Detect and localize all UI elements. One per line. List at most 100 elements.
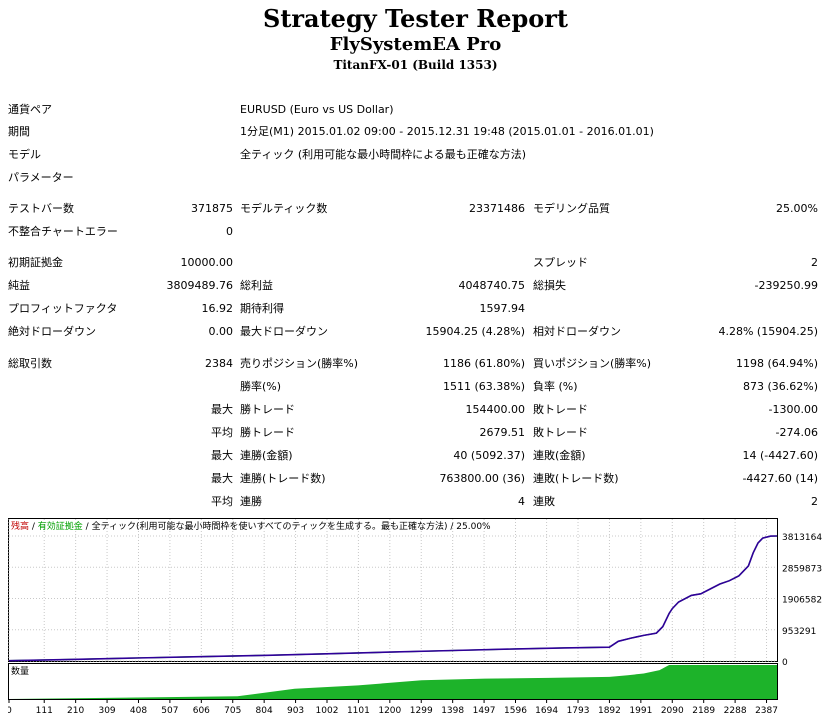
y-tick-label: 1906582 (782, 596, 822, 606)
rel-drawdown-value: 4.28% (15904.25) (718, 325, 818, 338)
volume-label: 数量 (11, 665, 29, 677)
largest-win-label: 勝トレード (240, 403, 295, 416)
gross-profit-label: 総利益 (240, 279, 273, 292)
model-value: 全ティック (利用可能な最小時間枠による最も正確な方法) (240, 148, 527, 161)
balance-series-line (8, 535, 778, 662)
x-tick-label: 2189 (692, 706, 715, 716)
chart-legend: 残高 / 有効証拠金 / 全ティック(利用可能な最小時間枠を使いすべてのティック… (11, 520, 491, 532)
legend-equity: 有効証拠金 (38, 520, 83, 532)
net-profit-label: 純益 (8, 279, 30, 292)
balance-chart: 残高 / 有効証拠金 / 全ティック(利用可能な最小時間枠を使いすべてのティック… (8, 518, 824, 716)
max-consec-loss-label: 連敗(トレード数) (533, 472, 619, 485)
x-tick-label: 804 (256, 706, 273, 716)
loss-rate-label: 負率 (%) (533, 380, 578, 393)
test-bars-value: 371875 (191, 202, 233, 215)
avg-consec-losses-label: 連敗 (533, 495, 555, 508)
win-rate-value: 1511 (63.38%) (442, 380, 525, 393)
avg-label-2: 平均 (211, 495, 233, 508)
max-drawdown-value: 15904.25 (4.28%) (425, 325, 525, 338)
rel-drawdown-label: 相対ドローダウン (533, 325, 621, 338)
y-tick-label: 2859873 (782, 564, 822, 574)
long-positions-label: 買いポジション(勝率%) (533, 357, 652, 370)
max-consec-wins-label: 連勝(金額) (240, 449, 293, 462)
x-tick-label: 2288 (724, 706, 747, 716)
avg-win-label: 勝トレード (240, 426, 295, 439)
model-quality-label: モデリング品質 (533, 202, 610, 215)
spread-label: スプレッド (533, 256, 588, 269)
x-tick-label: 210 (67, 706, 84, 716)
x-tick-label: 1793 (567, 706, 590, 716)
model-ticks-value: 23371486 (469, 202, 525, 215)
total-trades-value: 2384 (205, 357, 233, 370)
win-rate-label: 勝率(%) (240, 380, 282, 393)
avg-consec-wins-label: 連勝 (240, 495, 262, 508)
legend-quality: / 25.00% (448, 522, 492, 532)
x-tick-label: 0 (8, 706, 12, 716)
x-tick-label: 705 (224, 706, 241, 716)
pair-value: EURUSD (Euro vs US Dollar) (240, 103, 394, 116)
model-ticks-label: モデルティック数 (240, 202, 328, 215)
x-tick-label: 1299 (410, 706, 433, 716)
largest-loss-value: -1300.00 (768, 403, 818, 416)
avg-label: 平均 (211, 426, 233, 439)
mismatch-value: 0 (226, 225, 233, 238)
x-tick-label: 1398 (441, 706, 464, 716)
largest-loss-label: 敗トレード (533, 403, 588, 416)
total-trades-label: 総取引数 (8, 357, 52, 370)
volume-area (9, 665, 777, 699)
initial-deposit-value: 10000.00 (180, 256, 234, 269)
gross-loss-value: -239250.99 (754, 279, 818, 292)
max-consec-wins-value: 40 (5092.37) (453, 449, 525, 462)
period-value: 1分足(M1) 2015.01.02 09:00 - 2015.12.31 19… (240, 125, 654, 138)
x-tick-label: 309 (98, 706, 115, 716)
gross-profit-value: 4048740.75 (458, 279, 525, 292)
max-label: 最大 (211, 403, 233, 416)
avg-consec-wins-value: 4 (518, 495, 525, 508)
x-tick-label: 903 (287, 706, 304, 716)
mismatch-label: 不整合チャートエラー (8, 225, 118, 238)
x-tick-label: 507 (161, 706, 178, 716)
model-label: モデル (8, 148, 41, 161)
x-tick-label: 1101 (347, 706, 370, 716)
y-tick-label: 953291 (782, 627, 816, 637)
loss-rate-value: 873 (36.62%) (742, 380, 818, 393)
spread-value: 2 (811, 256, 818, 269)
max-consec-profit-value: 763800.00 (36) (439, 472, 525, 485)
profit-factor-value: 16.92 (201, 302, 234, 315)
profit-factor-label: プロフィットファクタ (8, 302, 118, 315)
short-positions-value: 1186 (61.80%) (442, 357, 525, 370)
gross-loss-label: 総損失 (533, 279, 566, 292)
x-tick-label: 1892 (598, 706, 621, 716)
short-positions-label: 売りポジション(勝率%) (240, 357, 359, 370)
largest-win-value: 154400.00 (465, 403, 526, 416)
legend-model: 全ティック(利用可能な最小時間枠を使いすべてのティックを生成する。最も正確な方法… (92, 520, 448, 532)
ea-name: FlySystemEA Pro (329, 34, 502, 55)
x-tick-label: 2387 (755, 706, 778, 716)
test-bars-label: テストバー数 (8, 202, 74, 215)
x-tick-label: 1200 (378, 706, 401, 716)
period-label: 期間 (8, 125, 30, 138)
report-title: Strategy Tester Report (262, 4, 569, 33)
max-consec-losses-label: 連敗(金額) (533, 449, 586, 462)
max-consec-loss-value: -4427.60 (14) (742, 472, 818, 485)
avg-consec-losses-value: 2 (811, 495, 818, 508)
avg-loss-value: -274.06 (775, 426, 818, 439)
pair-label: 通貨ペア (8, 103, 52, 116)
x-tick-label: 1002 (316, 706, 339, 716)
max-label-3: 最大 (211, 472, 233, 485)
max-consec-losses-value: 14 (-4427.60) (742, 449, 818, 462)
long-positions-value: 1198 (64.94%) (735, 357, 818, 370)
expected-payoff-value: 1597.94 (479, 302, 526, 315)
x-tick-label: 1694 (535, 706, 558, 716)
x-tick-label: 1497 (473, 706, 496, 716)
x-tick-label: 1991 (629, 706, 652, 716)
x-tick-label: 111 (36, 706, 53, 716)
max-consec-profit-label: 連勝(トレード数) (240, 472, 326, 485)
abs-drawdown-value: 0.00 (208, 325, 234, 338)
max-drawdown-label: 最大ドローダウン (240, 325, 328, 338)
avg-win-value: 2679.51 (479, 426, 526, 439)
model-quality-value: 25.00% (776, 202, 818, 215)
plot-frame (8, 518, 778, 662)
x-tick-label: 408 (130, 706, 147, 716)
x-tick-label: 1596 (504, 706, 527, 716)
